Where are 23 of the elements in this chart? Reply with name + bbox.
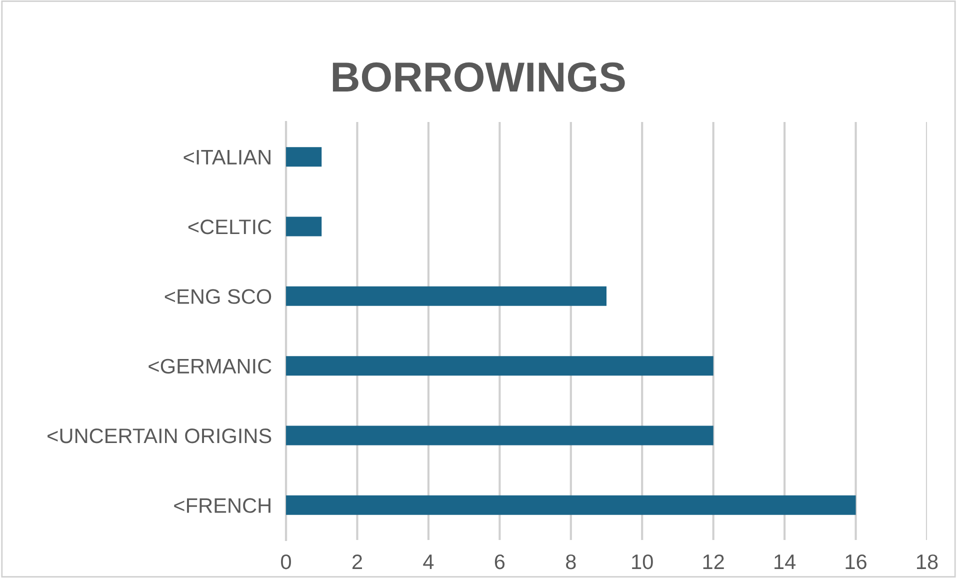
x-tick-label: 12 — [703, 554, 724, 569]
x-tick-label: 0 — [281, 554, 291, 570]
bar — [286, 426, 714, 446]
y-tick-label: <FRENCH — [174, 498, 270, 513]
y-tick-label: <ENG SCO — [164, 289, 272, 304]
y-tick-label: <UNCERTAIN ORIGINS — [48, 428, 272, 444]
bar — [286, 147, 322, 167]
chart-title: BORROWINGS — [332, 62, 625, 92]
bar — [286, 495, 856, 515]
bar — [286, 356, 714, 376]
x-tick-label: 4 — [423, 554, 434, 569]
x-tick-label: 14 — [774, 554, 796, 569]
x-tick-label: 10 — [632, 554, 653, 570]
bar — [286, 216, 322, 236]
x-tick-label: 16 — [846, 554, 866, 570]
y-tick-label: <ITALIAN — [184, 150, 270, 164]
y-tick-label: <CELTIC — [188, 220, 272, 234]
x-tick-label: 8 — [566, 554, 576, 570]
x-tick-label: 2 — [352, 554, 362, 569]
x-tick-label: 6 — [494, 554, 505, 570]
y-tick-label: <GERMANIC — [148, 358, 272, 374]
bar — [286, 286, 606, 306]
x-tick-label: 18 — [917, 554, 938, 570]
